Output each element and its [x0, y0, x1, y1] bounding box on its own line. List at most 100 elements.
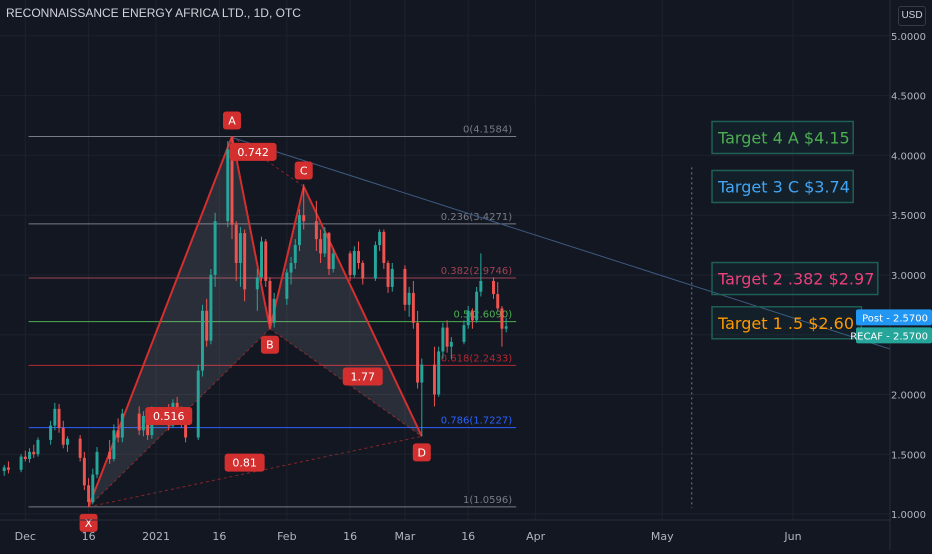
candle-body [352, 251, 356, 275]
pattern-ratios: 0.516 0.742 1.77 0.81 [145, 142, 383, 472]
point-badge [294, 161, 313, 180]
candle-body [272, 298, 276, 323]
candle-body [213, 221, 217, 275]
candlesticks [2, 136, 508, 507]
fib-level-label: 0.382(2.9746) [441, 266, 513, 277]
target-label: Target 3 C $3.74 [717, 177, 850, 196]
candle-body [348, 253, 352, 275]
candle-body [504, 326, 508, 329]
candle-body [492, 280, 495, 295]
time-tick-label: Mar [395, 530, 416, 543]
time-tick-label: 16 [461, 530, 475, 543]
candle-body [378, 231, 382, 246]
pattern-ratio-line [269, 328, 423, 437]
time-tick-label: Apr [526, 530, 546, 543]
price-tick-label: 1.5000 [891, 450, 926, 461]
pattern-triangle-bcd [269, 186, 422, 437]
time-tick-label: 16 [343, 530, 357, 543]
time-tick-label: May [651, 530, 674, 543]
point-badge [222, 111, 241, 130]
point-badge [260, 335, 279, 354]
point-badge [412, 443, 431, 462]
price-tag-bg [856, 309, 932, 326]
point-badge [79, 513, 98, 532]
candle-body [108, 451, 112, 460]
fib-level-label: 0(4.1584) [463, 124, 512, 135]
candle-body [403, 268, 407, 305]
candle-body [112, 430, 116, 460]
ratio-badge [145, 407, 193, 425]
candle-body [53, 408, 57, 426]
pattern-leg [231, 136, 271, 329]
price-tags: Post - 2.5700 RECAF - 2.5700 [850, 309, 932, 344]
candle-body [243, 233, 247, 290]
candle-body [82, 457, 86, 486]
time-tick-label: 2021 [142, 530, 170, 543]
candle-body [66, 438, 69, 445]
candle-body [302, 215, 306, 222]
candle-body [449, 341, 453, 347]
candle-body [500, 308, 504, 329]
candle-body [357, 251, 361, 263]
candle-body [420, 364, 424, 383]
time-axis[interactable]: Dec 16 2021 16 Feb 16 Mar 16 Apr May Jun [0, 519, 890, 543]
time-tick-label: 16 [82, 530, 96, 543]
candle-body [19, 456, 23, 470]
candle-body [36, 439, 40, 455]
currency-label[interactable]: USD [898, 6, 926, 26]
candle-body [255, 277, 259, 290]
fib-level-label: 0.5(2.6090) [453, 310, 512, 321]
candle-body [137, 413, 141, 431]
price-tick-label: 5.0000 [891, 32, 926, 43]
candle-body [28, 451, 32, 460]
candle-body [293, 245, 297, 263]
point-label: D [418, 446, 426, 459]
ratio-badge [224, 453, 265, 472]
candle-body [87, 485, 91, 503]
candle-body [327, 233, 331, 269]
candle-body [496, 294, 500, 309]
price-tick-label: 1.0000 [891, 510, 926, 521]
ratio-label: 0.742 [237, 146, 269, 159]
candle-body [209, 274, 213, 341]
candle-body [2, 467, 6, 471]
candle-body [268, 280, 272, 323]
point-label: B [266, 339, 274, 352]
ratio-badge [342, 367, 383, 386]
candle-body [382, 231, 386, 263]
price-tick-label: 3.5000 [891, 211, 926, 222]
time-tick-label: 16 [212, 530, 226, 543]
price-tick-label: 4.0000 [891, 151, 926, 162]
candle-body [23, 456, 27, 460]
target-label: Target 1 .5 $2.60 [717, 314, 854, 333]
price-tag-label: RECAF - 2.5700 [850, 331, 928, 342]
candle-body [466, 310, 470, 326]
price-axis[interactable]: 1.00001.50002.00002.50003.00003.50004.00… [889, 0, 932, 550]
price-tag-label: Post - 2.5700 [862, 313, 928, 324]
candle-body [462, 325, 466, 342]
candle-body [146, 416, 150, 436]
price-tag-bg [856, 327, 932, 344]
ratio-label: 0.81 [232, 457, 257, 470]
trend-line [231, 136, 891, 509]
target-box [711, 120, 854, 155]
time-tick-label: Dec [15, 530, 36, 543]
candle-body [479, 280, 483, 292]
candle-body [390, 268, 394, 287]
candle-body [411, 292, 415, 323]
candle-body [6, 467, 10, 470]
candle-body [441, 327, 445, 352]
candle-body [373, 245, 377, 279]
ratio-label: 0.516 [153, 410, 185, 423]
symbol-title[interactable]: RECONNAISSANCE ENERGY AFRICA LTD., 1D, O… [6, 6, 301, 20]
candle-body [445, 327, 449, 347]
ratio-badge [229, 142, 277, 161]
point-label: X [85, 517, 93, 530]
candle-body [238, 233, 242, 263]
candle-body [437, 351, 441, 395]
candle-body [95, 451, 99, 475]
candle-body [91, 474, 95, 503]
candle-body [264, 241, 268, 281]
